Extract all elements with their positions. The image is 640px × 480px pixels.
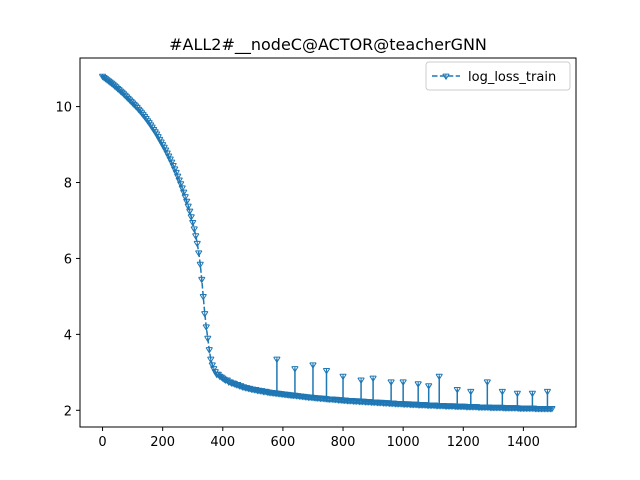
x-tick-label: 400 xyxy=(210,435,235,450)
noise-spike-marker xyxy=(414,381,422,388)
data-point-marker xyxy=(169,163,177,170)
x-tick-label: 0 xyxy=(98,435,106,450)
data-point-marker xyxy=(186,208,194,216)
data-point-marker xyxy=(204,335,212,343)
x-tick-label: 1400 xyxy=(507,435,540,450)
legend-marker-shape xyxy=(442,73,450,81)
noise-spike-marker xyxy=(357,377,365,385)
y-tick-label: 2 xyxy=(64,404,72,419)
x-tick-label: 1000 xyxy=(387,435,420,450)
x-tick-label: 200 xyxy=(150,435,175,450)
legend-box xyxy=(425,61,571,91)
data-point-marker xyxy=(192,233,200,240)
noise-spike-marker xyxy=(399,379,407,386)
noise-spike-marker xyxy=(322,368,331,375)
x-tick-label: 600 xyxy=(270,435,295,450)
noise-spike-marker xyxy=(483,379,491,386)
data-point-marker xyxy=(196,261,204,269)
data-point-marker xyxy=(187,214,195,221)
data-point-marker xyxy=(201,311,209,318)
data-point-marker xyxy=(195,250,203,257)
data-point-marker xyxy=(198,276,206,284)
noise-spike-marker xyxy=(543,388,552,396)
y-tick-label: 6 xyxy=(64,252,72,267)
data-point-marker xyxy=(168,159,176,167)
y-tick-label: 8 xyxy=(64,177,72,192)
data-point-marker xyxy=(205,347,213,354)
x-tick-label: 1200 xyxy=(447,435,480,450)
legend-entry-label: log_loss_train xyxy=(468,70,556,85)
noise-spike-marker xyxy=(467,388,475,396)
noise-spike-marker xyxy=(498,388,506,396)
y-tick-label: 4 xyxy=(64,328,72,343)
noise-spike-marker xyxy=(309,362,317,369)
x-tick-label: 800 xyxy=(331,435,356,450)
data-point-marker xyxy=(199,293,207,301)
data-point-marker xyxy=(190,226,198,233)
y-tick-label: 10 xyxy=(55,101,72,116)
axes: 0 200 400 600 800 1000 1200 1400 2 4 6 8 10 xyxy=(55,57,577,450)
axes-frame xyxy=(79,57,577,428)
noise-spike-marker xyxy=(369,375,377,383)
chart-title: #ALL2#__nodeC@ACTOR@teacherGNN xyxy=(169,35,487,55)
legend-marker-sample xyxy=(442,73,450,81)
noise-spike-marker xyxy=(435,373,443,381)
noise-spike-marker xyxy=(513,390,522,398)
data-point-marker xyxy=(548,405,556,413)
data-point-marker xyxy=(171,166,179,173)
noise-spike-marker xyxy=(528,390,537,398)
data-point-marker xyxy=(193,240,201,248)
noise-spike-marker xyxy=(339,373,347,381)
data-point-marker xyxy=(202,324,210,331)
noise-spike-marker xyxy=(425,383,433,390)
noise-spike-marker xyxy=(453,387,461,394)
data-point-marker xyxy=(207,356,215,364)
data-point-marker xyxy=(189,219,197,227)
noise-spike-marker xyxy=(387,379,395,386)
plot-area xyxy=(98,73,556,413)
noise-spike-marker xyxy=(273,356,281,364)
noise-spike-marker xyxy=(291,366,299,373)
legend: log_loss_train xyxy=(425,61,571,91)
